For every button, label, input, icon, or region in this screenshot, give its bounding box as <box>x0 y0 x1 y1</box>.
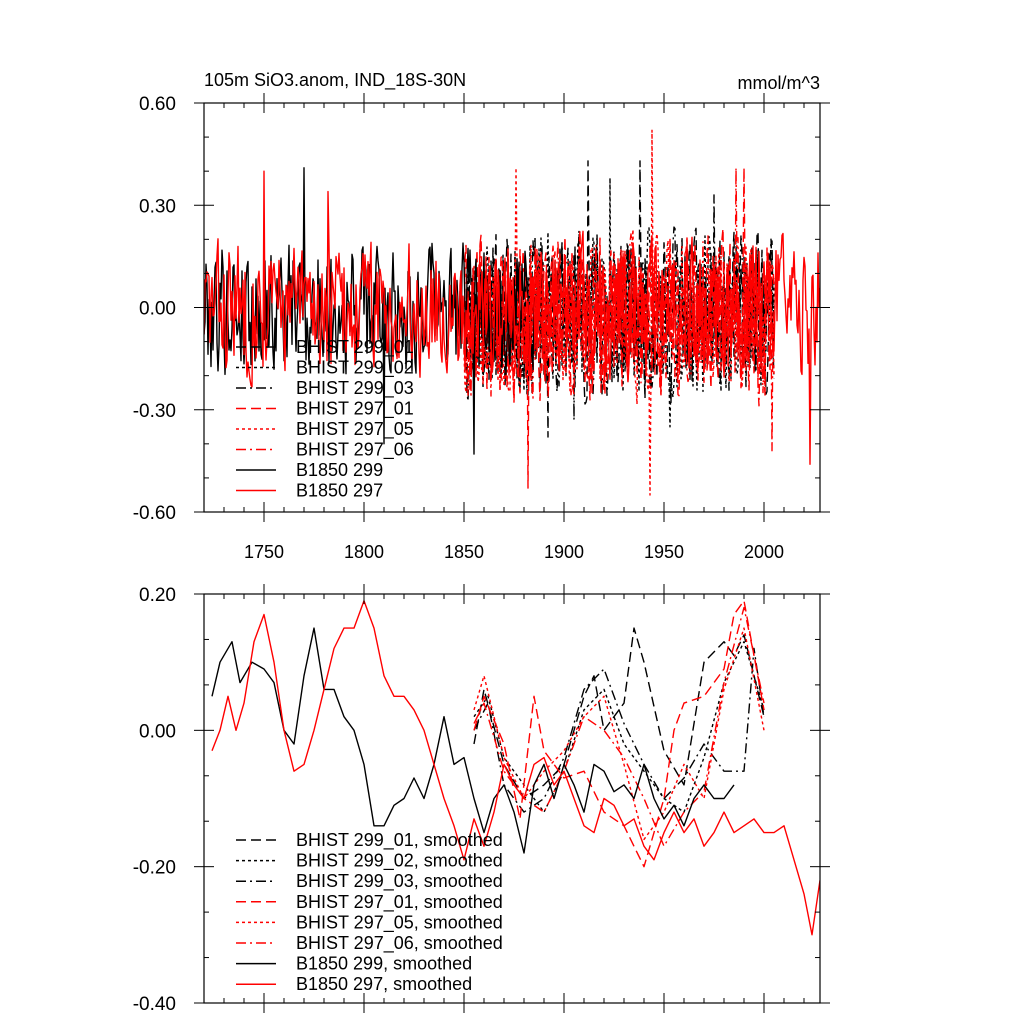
bottom-legend-label-6: B1850 299, smoothed <box>296 954 472 974</box>
bottom-series-line-2 <box>473 647 765 813</box>
top-legend-label-6: B1850 299 <box>296 460 383 480</box>
top-y-tick-label: 0.30 <box>139 196 176 217</box>
top-x-tick-label: 1750 <box>244 542 284 562</box>
top-legend-label-2: BHIST 299_03 <box>296 378 414 399</box>
top-legend-label-1: BHIST 299_02 <box>296 358 414 379</box>
figure-title: 105m SiO3.anom, IND_18S-30N <box>204 70 466 91</box>
bottom-panel: -0.40 -0.20 0.00 0.20 BHIST 299_01, smoothed… <box>133 584 830 1015</box>
top-x-tick-label: 1800 <box>344 542 384 562</box>
bottom-y-tick-label: 0.00 <box>139 721 176 742</box>
top-x-tick-label: 2000 <box>744 542 784 562</box>
bottom-legend-label-4: BHIST 297_05, smoothed <box>296 912 503 933</box>
bottom-series-line-1 <box>473 641 765 813</box>
bottom-legend-label-7: B1850 297, smoothed <box>296 974 472 994</box>
top-y-tick-label: -0.30 <box>133 401 176 422</box>
top-panel: 1750 1800 1850 1900 1950 2000 -0.60 -0.30 0.00 0.… <box>133 93 830 562</box>
top-series-group <box>204 129 820 496</box>
bottom-legend-label-1: BHIST 299_02, smoothed <box>296 851 503 872</box>
top-legend-label-3: BHIST 297_01 <box>296 399 414 420</box>
top-legend-label-4: BHIST 297_05 <box>296 419 414 440</box>
bottom-legend-label-3: BHIST 297_01, smoothed <box>296 892 503 913</box>
bottom-legend-label-2: BHIST 299_03, smoothed <box>296 871 503 892</box>
top-series-line-3 <box>463 167 775 489</box>
top-legend-label-0: BHIST 299_01 <box>296 337 414 358</box>
top-series-line-6 <box>204 167 535 455</box>
bottom-y-tick-label: -0.20 <box>133 858 176 879</box>
bottom-y-tick-label: 0.20 <box>139 585 176 606</box>
top-y-tick-label: -0.60 <box>133 503 176 524</box>
bottom-legend-label-0: BHIST 299_01, smoothed <box>296 830 503 851</box>
bottom-legend-label-5: BHIST 297_06, smoothed <box>296 933 503 954</box>
top-legend-label-7: B1850 297 <box>296 481 383 501</box>
top-x-tick-label: 1900 <box>544 542 584 562</box>
top-y-tick-label: 0.00 <box>139 299 176 320</box>
bottom-y-tick-label: -0.40 <box>133 994 176 1015</box>
bottom-series-line-0 <box>473 627 765 800</box>
top-y-tick-label: 0.60 <box>139 94 176 115</box>
bottom-series-line-4 <box>473 627 765 841</box>
top-legend-label-5: BHIST 297_06 <box>296 440 414 461</box>
top-series-line-7 <box>204 170 820 465</box>
bottom-series-line-6 <box>211 627 735 854</box>
units-label: mmol/m^3 <box>738 73 820 93</box>
top-x-tick-label: 1950 <box>644 542 684 562</box>
bottom-series-group <box>211 600 820 936</box>
top-series-line-5 <box>463 167 775 452</box>
bottom-series-line-7 <box>211 600 820 936</box>
bottom-series-line-5 <box>473 606 765 847</box>
top-x-tick-label: 1850 <box>444 542 484 562</box>
bottom-plot-frame <box>203 593 821 1004</box>
